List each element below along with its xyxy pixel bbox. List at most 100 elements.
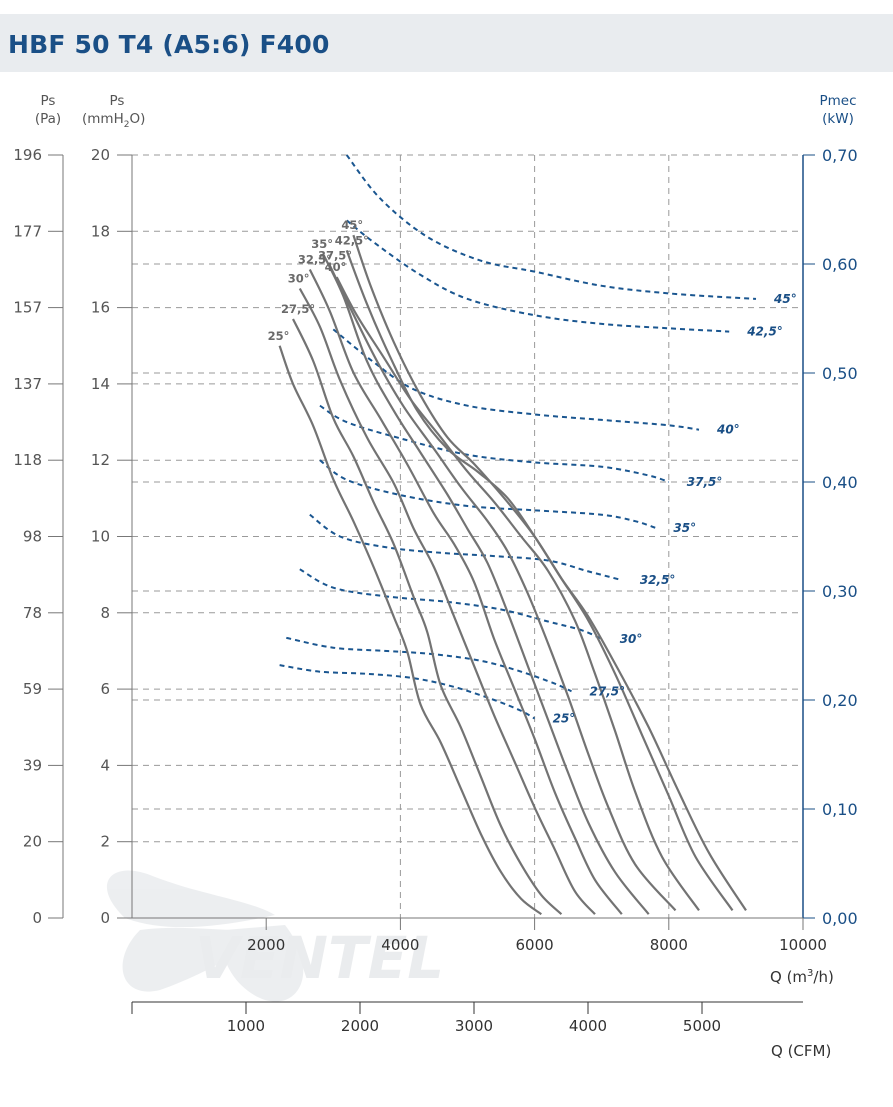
tick-label-kw: 0,10 — [822, 800, 858, 819]
pressure-curve — [292, 318, 563, 916]
tick-label-cfm: 2000 — [341, 1017, 379, 1035]
pmec-title: Pmec — [819, 93, 856, 109]
tick-label-kw: 0,60 — [822, 255, 858, 274]
pressure-curve — [335, 276, 700, 912]
power-curve-label: 45° — [773, 292, 797, 306]
tick-label-mm: 10 — [91, 528, 110, 546]
tick-label-pa: 196 — [13, 146, 42, 164]
watermark-text: VENTEL — [195, 924, 444, 992]
pressure-curve-label: 35° — [311, 237, 333, 251]
power-curve-label: 32,5° — [640, 573, 676, 587]
grid-lines — [132, 154, 803, 918]
ps-mm-unit: (mmH2O) — [82, 111, 145, 130]
pmec-unit: (kW) — [822, 111, 854, 127]
power-curve-label: 42,5° — [746, 325, 783, 339]
power-curve-label: 35° — [673, 521, 696, 535]
tick-label-mm: 4 — [100, 756, 110, 774]
tick-label-kw: 0,20 — [822, 691, 858, 710]
tick-label-m3h: 2000 — [247, 936, 285, 954]
q-cfm-label: Q (CFM) — [771, 1042, 831, 1060]
power-curve — [319, 404, 670, 483]
pressure-curve-label: 25° — [268, 329, 290, 343]
pressure-curve-label: 42,5° — [335, 233, 369, 247]
pressure-curve — [308, 269, 623, 915]
ps-mm-unit-end: O) — [129, 111, 145, 127]
tick-label-pa: 118 — [13, 451, 42, 469]
pressure-curve-label: 37,5° — [318, 249, 352, 263]
curve-labels: 45°42,5°40°37,5°35°32,5°30°27,5°25°25°27… — [268, 218, 797, 725]
q-m3h-label-main: Q (m — [770, 968, 807, 986]
power-curve-label: 37,5° — [687, 475, 723, 489]
tick-label-pa: 20 — [23, 833, 42, 851]
tick-label-cfm: 1000 — [227, 1017, 265, 1035]
ps-mm-title: Ps — [110, 93, 125, 109]
power-curve — [286, 636, 572, 693]
watermark-fan-blade — [222, 925, 304, 1002]
tick-label-mm: 8 — [100, 604, 110, 622]
ps-pa-unit: (Pa) — [35, 111, 61, 127]
tick-label-mm: 20 — [91, 146, 110, 164]
tick-label-m3h: 10000 — [779, 936, 827, 954]
tick-label-cfm: 3000 — [455, 1017, 493, 1035]
ps-mm-unit-main: (mmH — [82, 111, 124, 127]
tick-label-mm: 2 — [100, 833, 110, 851]
tick-label-mm: 0 — [100, 909, 110, 927]
power-curve-label: 27,5° — [590, 684, 626, 698]
power-curve-label: 25° — [553, 712, 576, 726]
pressure-curve-label: 27,5° — [281, 302, 315, 316]
q-m3h-label-sup: 3 — [807, 968, 813, 979]
pressure-curve-label: 32,5° — [298, 252, 332, 266]
tick-label-mm: 12 — [91, 451, 110, 469]
power-curve-label: 30° — [620, 632, 643, 646]
tick-label-pa: 137 — [13, 375, 42, 393]
tick-label-pa: 157 — [13, 299, 42, 317]
pressure-curve — [298, 287, 596, 915]
tick-label-pa: 78 — [23, 604, 42, 622]
pressure-curve — [322, 253, 650, 915]
title-bar: HBF 50 T4 (A5:6) F400 — [0, 14, 893, 72]
pressure-curve-label: 45° — [341, 218, 363, 232]
tick-label-m3h: 4000 — [381, 936, 419, 954]
tick-label-pa: 59 — [23, 680, 42, 698]
tick-label-kw: 0,50 — [822, 364, 858, 383]
power-curve — [309, 513, 623, 582]
watermark-logo: VENTEL — [106, 870, 444, 1002]
pressure-curve-label: 30° — [288, 272, 310, 286]
q-m3h-label: Q (m3/h) — [770, 968, 834, 986]
tick-label-kw: 0,00 — [822, 909, 858, 928]
tick-label-mm: 6 — [100, 680, 110, 698]
pressure-curves — [278, 234, 747, 916]
pressure-curve — [352, 234, 747, 911]
tick-label-pa: 0 — [32, 909, 42, 927]
tick-label-kw: 0,30 — [822, 582, 858, 601]
tick-label-m3h: 6000 — [516, 936, 554, 954]
tick-label-pa: 177 — [13, 222, 42, 240]
power-curve — [299, 568, 603, 640]
tick-label-mm: 16 — [91, 299, 110, 317]
power-curve — [279, 664, 536, 720]
power-curve — [319, 459, 656, 529]
pressure-curve — [328, 265, 677, 912]
page-title: HBF 50 T4 (A5:6) F400 — [8, 30, 330, 59]
tick-label-mm: 14 — [91, 375, 110, 393]
watermark-fan-blade — [106, 870, 276, 928]
tick-label-mm: 18 — [91, 222, 110, 240]
axes — [62, 155, 804, 1003]
tick-label-m3h: 8000 — [650, 936, 688, 954]
power-curve — [345, 154, 757, 300]
power-curve-label: 40° — [716, 423, 740, 437]
watermark-fan-blade — [122, 927, 270, 992]
tick-label-pa: 39 — [23, 756, 42, 774]
tick-label-cfm: 4000 — [569, 1017, 607, 1035]
pressure-curve-label: 40° — [325, 260, 347, 274]
pressure-curve — [278, 345, 542, 916]
power-curve — [346, 219, 730, 333]
q-m3h-label-end: /h) — [813, 968, 833, 986]
ps-mm-unit-sub: 2 — [124, 120, 130, 130]
tick-label-kw: 0,70 — [822, 146, 858, 165]
axis-ticks: 1961771571371189878593920020181614121086… — [13, 146, 857, 1035]
tick-label-kw: 0,40 — [822, 473, 858, 492]
tick-label-cfm: 5000 — [683, 1017, 721, 1035]
ps-pa-title: Ps — [41, 93, 56, 109]
